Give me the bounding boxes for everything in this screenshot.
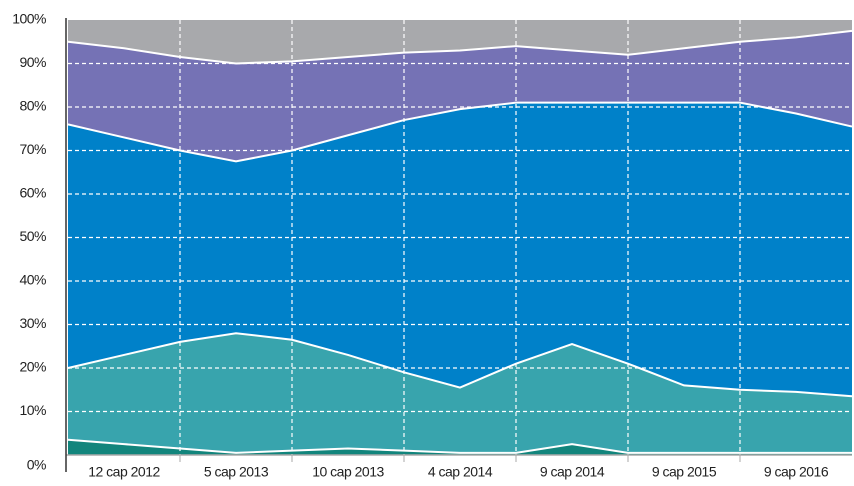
x-tick-label: 9 cap 2016: [764, 464, 829, 480]
area-edge: [67, 438, 852, 454]
y-tick-label: 50%: [19, 228, 46, 244]
x-tick-label: 5 cap 2013: [204, 464, 269, 480]
y-tick-label: 80%: [19, 98, 46, 114]
y-tick-label: 100%: [12, 11, 46, 27]
area-edge: [67, 332, 853, 398]
x-tick-label: 9 cap 2014: [540, 464, 605, 480]
y-tick-label: 90%: [19, 54, 46, 70]
area: [68, 333, 852, 453]
x-tick-label: 12 cap 2012: [88, 464, 160, 480]
y-tick-label: 30%: [19, 315, 46, 331]
area-edge: [67, 101, 853, 163]
area: [68, 20, 852, 64]
y-tick-label: 40%: [19, 272, 46, 288]
x-tick-label: 10 cap 2013: [312, 464, 384, 480]
x-tick-label: 9 cap 2015: [652, 464, 717, 480]
y-tick-label: 20%: [19, 359, 46, 375]
y-tick-label: 60%: [19, 185, 46, 201]
y-tick-label: 70%: [19, 141, 46, 157]
area: [68, 102, 852, 397]
y-tick-label: 10%: [19, 402, 46, 418]
x-tick-label: 4 cap 2014: [428, 464, 493, 480]
y-tick-label: 0%: [27, 457, 46, 473]
area-edge: [67, 29, 853, 65]
